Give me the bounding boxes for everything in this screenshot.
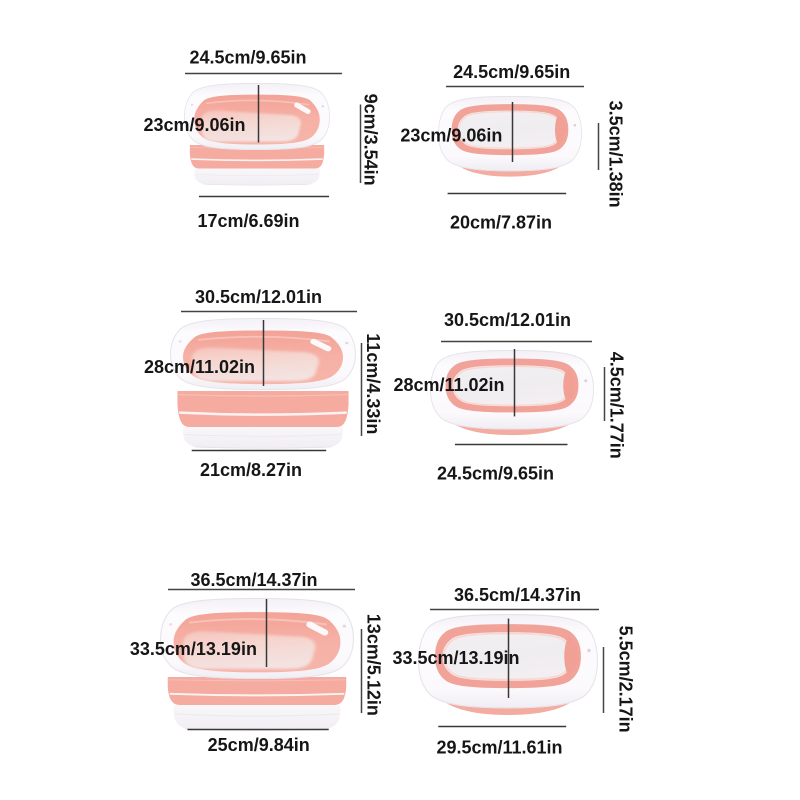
svg-text:21cm/8.27in: 21cm/8.27in <box>200 460 302 480</box>
svg-text:4.5cm/1.77in: 4.5cm/1.77in <box>607 352 627 459</box>
svg-text:28cm/11.02in: 28cm/11.02in <box>393 375 504 395</box>
svg-text:36.5cm/14.37in: 36.5cm/14.37in <box>190 570 317 590</box>
svg-text:36.5cm/14.37in: 36.5cm/14.37in <box>454 585 581 605</box>
svg-text:3.5cm/1.38in: 3.5cm/1.38in <box>605 101 625 208</box>
svg-text:25cm/9.84in: 25cm/9.84in <box>208 735 310 755</box>
svg-text:13cm/5.12in: 13cm/5.12in <box>364 614 384 716</box>
svg-text:23cm/9.06in: 23cm/9.06in <box>143 115 245 135</box>
svg-text:11cm/4.33in: 11cm/4.33in <box>363 333 383 434</box>
svg-text:23cm/9.06in: 23cm/9.06in <box>400 126 502 146</box>
svg-text:24.5cm/9.65in: 24.5cm/9.65in <box>189 48 306 68</box>
svg-text:17cm/6.69in: 17cm/6.69in <box>197 211 299 231</box>
svg-text:33.5cm/13.19in: 33.5cm/13.19in <box>130 639 257 659</box>
svg-text:30.5cm/12.01in: 30.5cm/12.01in <box>444 310 571 330</box>
svg-text:30.5cm/12.01in: 30.5cm/12.01in <box>195 287 322 307</box>
svg-text:28cm/11.02in: 28cm/11.02in <box>144 357 255 377</box>
svg-text:33.5cm/13.19in: 33.5cm/13.19in <box>392 648 519 668</box>
svg-text:20cm/7.87in: 20cm/7.87in <box>450 213 552 233</box>
svg-text:5.5cm/2.17in: 5.5cm/2.17in <box>616 626 636 733</box>
svg-text:29.5cm/11.61in: 29.5cm/11.61in <box>436 738 562 758</box>
svg-text:9cm/3.54in: 9cm/3.54in <box>360 94 380 186</box>
svg-text:24.5cm/9.65in: 24.5cm/9.65in <box>437 464 554 484</box>
svg-text:24.5cm/9.65in: 24.5cm/9.65in <box>453 62 570 82</box>
